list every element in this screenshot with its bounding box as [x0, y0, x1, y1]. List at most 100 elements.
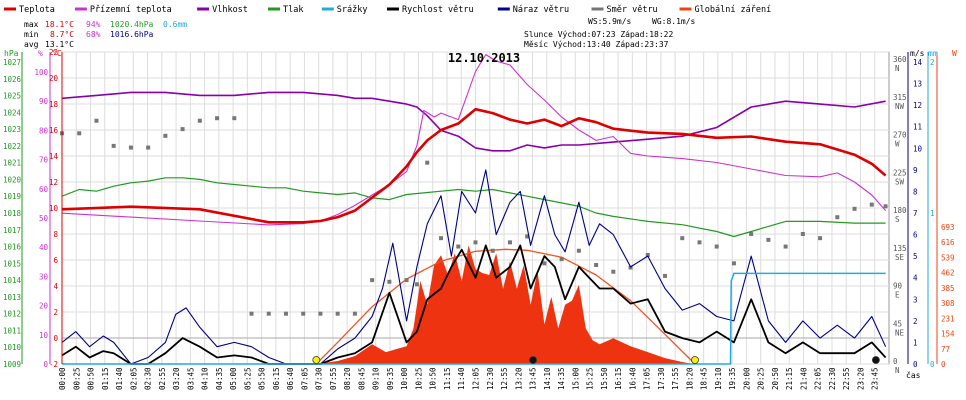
radiation-tick-label: 154 — [941, 330, 955, 339]
x-tick-label: 13:45 — [529, 367, 538, 390]
x-tick-label: 12:30 — [486, 367, 495, 390]
humidity-tick-label: 40 — [39, 243, 49, 252]
x-tick-label: 02:55 — [158, 367, 167, 390]
pressure-tick-label: 1013 — [3, 293, 21, 302]
x-tick-label: 14:10 — [543, 367, 552, 390]
wind-direction-dot — [387, 279, 392, 284]
wind-direction-dot — [800, 231, 805, 236]
x-tick-label: 09:35 — [386, 367, 395, 390]
direction-tick-label: 315 — [893, 93, 907, 102]
rain-line — [62, 272, 886, 365]
wind-tick-label: 14 — [913, 58, 923, 67]
x-tick-label: 09:10 — [372, 367, 381, 390]
x-tick-label: 19:35 — [728, 367, 737, 390]
radiation-tick-label: 231 — [941, 314, 955, 323]
x-tick-label: 14:35 — [557, 367, 566, 390]
stat-max-rain: 0.6mm — [163, 20, 187, 29]
x-tick-label: 23:45 — [871, 367, 880, 390]
direction-tick-label: 360 — [893, 55, 907, 64]
stat-min-label: min — [24, 30, 39, 39]
wind-tick-label: 9 — [913, 166, 918, 175]
x-tick-label: 00:00 — [58, 367, 67, 390]
wind-direction-dot — [370, 278, 375, 283]
wind-direction-dot — [645, 252, 650, 257]
radiation-tick-label: 308 — [941, 299, 955, 308]
direction-cardinal-label: N — [895, 64, 900, 73]
sun-moon-marker — [312, 356, 321, 364]
x-tick-label: 20:00 — [742, 367, 751, 390]
direction-cardinal-label: SW — [895, 177, 905, 186]
rain-tick-label: 0 — [930, 360, 935, 369]
wind-direction-dot — [404, 278, 409, 283]
pressure-tick-label: 1024 — [3, 108, 22, 117]
x-tick-label: 03:45 — [186, 367, 195, 390]
chart-title: 12.10.2013 — [448, 51, 520, 65]
legend: Teplota Přízemní teplota Vlhkost Tlak Srážky… — [4, 5, 771, 15]
wind-direction-dot — [146, 145, 151, 150]
stat-wind-gust: WG:8.1m/s — [652, 17, 696, 26]
x-tick-label: 07:30 — [315, 367, 324, 390]
wind-tick-label: 11 — [913, 123, 922, 132]
pressure-tick-label: 1012 — [3, 310, 21, 319]
wind-tick-label: 2 — [913, 317, 918, 326]
wind-direction-dot — [852, 206, 857, 211]
rain-tick-label: 2 — [930, 58, 935, 67]
radiation-tick-label: 0 — [941, 360, 946, 369]
wind-direction-dot — [818, 236, 823, 241]
x-tick-label: 08:20 — [343, 367, 352, 390]
temperature-tick-label: 16 — [49, 126, 59, 135]
pressure-tick-label: 1018 — [3, 209, 22, 218]
x-tick-label: 21:15 — [785, 367, 794, 390]
x-tick-label: 05:50 — [258, 367, 267, 390]
x-tick-label: 15:00 — [571, 367, 580, 390]
x-tick-label: 04:10 — [201, 367, 210, 390]
x-tick-label: 17:30 — [657, 367, 666, 390]
direction-tick-label: 0 — [893, 357, 898, 366]
direction-tick-label: 270 — [893, 131, 907, 140]
stat-avg-temp: 13.1°C — [45, 40, 74, 49]
wind-direction-dot — [318, 311, 323, 316]
temperature-tick-label: 4 — [53, 282, 58, 291]
wind-direction-dot — [869, 202, 874, 207]
x-tick-label: 04:35 — [215, 367, 224, 390]
legend-label: Náraz větru — [513, 5, 569, 15]
pressure-line — [61, 177, 886, 238]
x-tick-label: 20:50 — [771, 367, 780, 390]
x-tick-label: 02:05 — [129, 367, 138, 390]
wind-tick-label: 8 — [913, 187, 918, 196]
pressure-unit: hPa — [4, 49, 19, 58]
humidity-tick-label: 90 — [39, 97, 49, 106]
wind-direction-dot — [163, 133, 168, 138]
wind-direction-dot — [266, 311, 271, 316]
stat-max-temp: 18.1°C — [45, 20, 74, 29]
radiation-tick-label: 693 — [941, 223, 955, 232]
temperature-tick-label: 12 — [49, 178, 58, 187]
wind-tick-label: 6 — [913, 231, 918, 240]
wind-tick-label: 7 — [913, 209, 918, 218]
stat-wind-speed: WS:5.9m/s — [588, 17, 632, 26]
stat-min-pressure: 1016.6hPa — [110, 30, 154, 39]
x-tick-label: 16:15 — [614, 367, 623, 390]
pressure-tick-label: 1019 — [3, 192, 21, 201]
wind-direction-dot — [883, 204, 888, 209]
radiation-tick-label: 77 — [941, 345, 950, 354]
direction-cardinal-label: NW — [895, 102, 905, 111]
pressure-tick-label: 1009 — [3, 360, 21, 369]
x-tick-label: 05:00 — [229, 367, 238, 390]
wind-direction-dot — [301, 311, 306, 316]
x-tick-label: 10:25 — [414, 367, 423, 390]
pressure-tick-label: 1025 — [3, 92, 21, 101]
x-tick-label: 08:45 — [357, 367, 366, 390]
wind-direction-dot — [335, 311, 340, 316]
wind-direction-dot — [249, 311, 254, 316]
wind-direction-dot — [111, 143, 116, 148]
stat-max-pressure: 1020.4hPa — [110, 20, 154, 29]
wind-direction-dot — [490, 248, 495, 253]
wind-direction-dot — [507, 240, 512, 245]
pressure-tick-label: 1014 — [3, 276, 22, 285]
stat-avg-label: avg — [24, 40, 39, 49]
x-tick-label: 07:05 — [300, 367, 309, 390]
legend-label: Rychlost větru — [402, 5, 474, 15]
wind-direction-dot — [542, 261, 547, 266]
wind-direction-dot — [559, 257, 564, 262]
